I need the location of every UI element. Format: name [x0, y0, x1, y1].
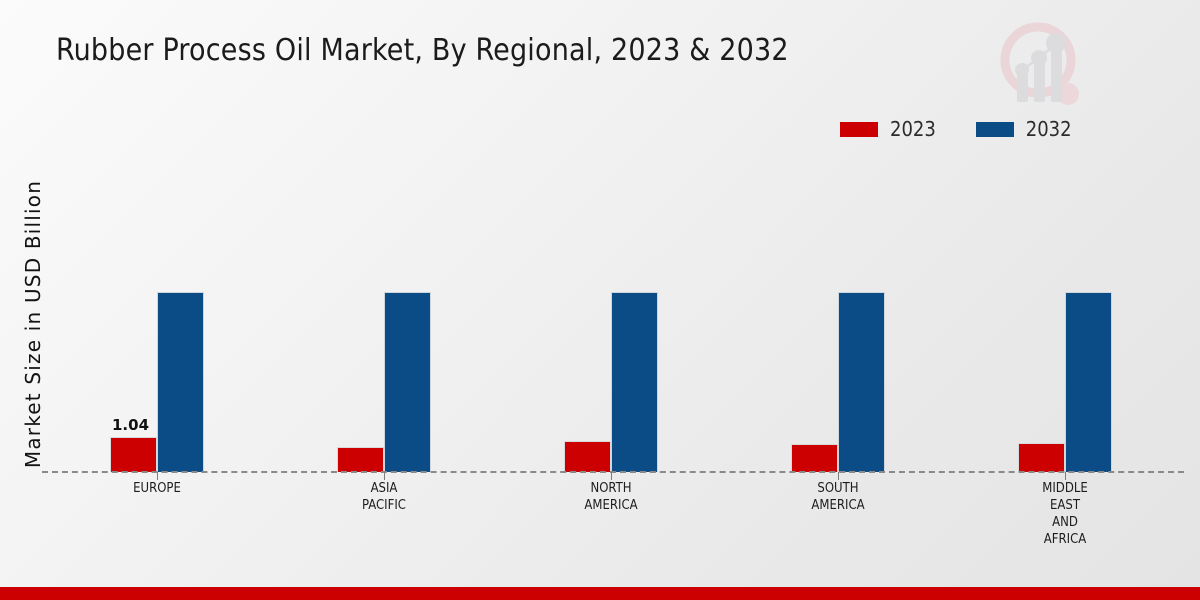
bar-2023-asia-pacific[interactable] — [337, 447, 384, 472]
footer-accent-bar — [0, 587, 1200, 600]
x-axis-label-asia-pacific-line2: PACIFIC — [362, 498, 406, 513]
plot-area: 1.04 — [42, 150, 1172, 472]
x-axis-tick-europe — [157, 472, 158, 480]
x-axis-label-middle-east-and-africa-line1: MIDDLE — [1042, 481, 1088, 496]
x-axis-label-middle-east-and-africa: MIDDLE EAST AND AFRICA — [970, 480, 1160, 548]
x-axis-label-south-america: SOUTH AMERICA — [743, 480, 933, 514]
bar-2032-middle-east-and-africa[interactable] — [1065, 292, 1112, 472]
bar-2023-north-america[interactable] — [564, 441, 611, 472]
legend-item-2023[interactable]: 2023 — [840, 117, 936, 141]
bar-2023-middle-east-and-africa[interactable] — [1018, 443, 1065, 472]
watermark-logo-icon — [985, 12, 1105, 112]
legend-swatch-2032 — [975, 121, 1014, 137]
x-axis-label-north-america: NORTH AMERICA — [516, 480, 706, 514]
x-axis-label-middle-east-and-africa-line4: AFRICA — [1043, 532, 1087, 547]
legend-label-2032: 2032 — [1025, 117, 1072, 141]
bar-2032-asia-pacific[interactable] — [384, 292, 431, 472]
bar-2023-europe[interactable] — [110, 437, 157, 472]
x-axis-baseline — [42, 471, 1184, 473]
x-axis-label-middle-east-and-africa-line2: EAST — [1050, 498, 1080, 513]
legend-swatch-2023 — [840, 121, 878, 137]
x-axis-label-asia-pacific: ASIA PACIFIC — [289, 480, 479, 514]
x-axis-label-south-america-line2: AMERICA — [811, 498, 865, 513]
x-axis-label-europe-line1: EUROPE — [133, 481, 181, 496]
x-axis-label-north-america-line2: AMERICA — [584, 498, 638, 513]
x-axis-label-south-america-line1: SOUTH — [817, 481, 859, 496]
chart-legend: 2023 2032 — [840, 117, 1072, 141]
bar-value-2023-europe: 1.04 — [112, 416, 150, 434]
bar-2023-south-america[interactable] — [791, 444, 838, 472]
legend-item-2032[interactable]: 2032 — [975, 117, 1072, 141]
x-axis-tick-south-america — [838, 472, 839, 480]
bar-2032-europe[interactable] — [157, 292, 204, 472]
x-axis-label-europe: EUROPE — [62, 480, 252, 497]
x-axis-label-north-america-line1: NORTH — [590, 481, 632, 496]
legend-label-2023: 2023 — [890, 117, 936, 141]
x-axis-tick-middle-east-and-africa — [1065, 472, 1066, 480]
x-axis-label-middle-east-and-africa-line3: AND — [1052, 515, 1078, 530]
chart-title: Rubber Process Oil Market, By Regional, … — [56, 33, 789, 68]
bar-2032-south-america[interactable] — [838, 292, 885, 472]
x-axis-tick-asia-pacific — [384, 472, 385, 480]
bar-2032-north-america[interactable] — [611, 292, 658, 472]
x-axis-tick-north-america — [611, 472, 612, 480]
x-axis-label-asia-pacific-line1: ASIA — [370, 481, 398, 496]
